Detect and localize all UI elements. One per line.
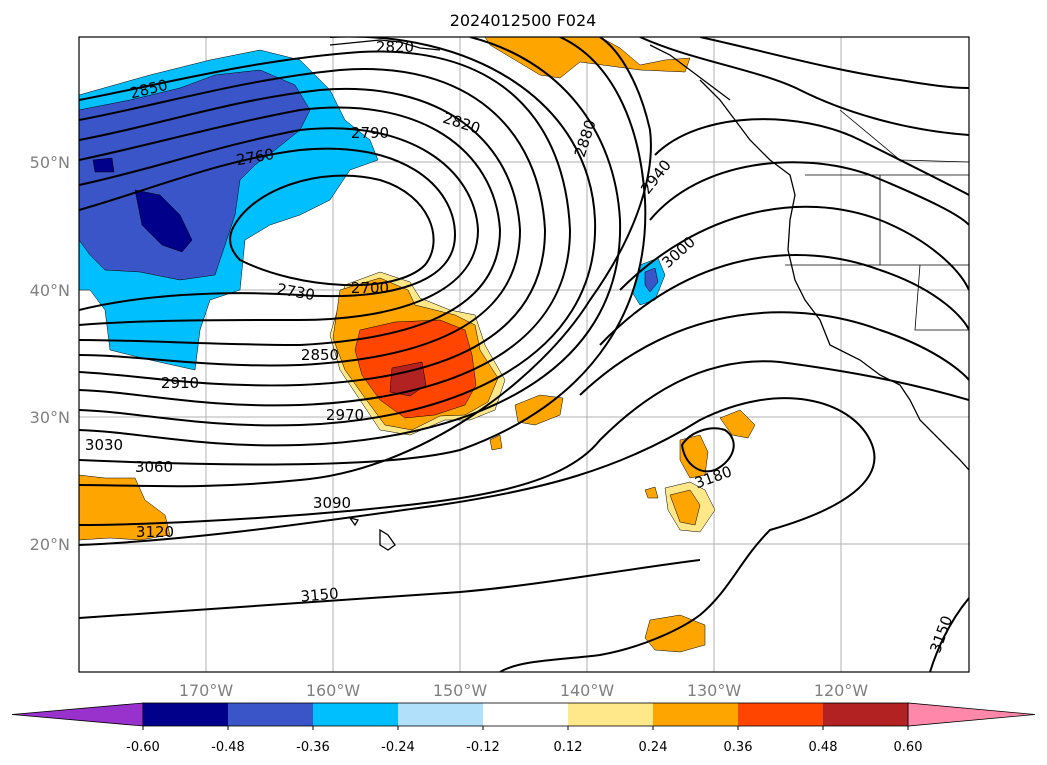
colorbar-segment: [398, 703, 483, 726]
colorbar-extend-min: [11, 702, 144, 727]
contour-label: 3150: [300, 584, 340, 605]
lon-label: 170°W: [179, 681, 234, 700]
colorbar-segment: [568, 703, 653, 726]
colorbar-tick-label: 0.60: [894, 740, 923, 755]
lat-label: 30°N: [30, 408, 70, 427]
lon-label: 130°W: [687, 681, 742, 700]
contour-label: 3120: [136, 523, 174, 541]
colorbar-segment: [313, 703, 398, 726]
colorbar-tick-label: 0.48: [809, 740, 838, 755]
colorbar-tick-label: -0.36: [296, 740, 330, 755]
positive-anomaly-shading: [79, 37, 756, 653]
colorbar-tick-label: 0.36: [724, 740, 753, 755]
lon-label: 160°W: [306, 681, 361, 700]
longitude-labels: 170°W 160°W 150°W 140°W 130°W 120°W: [179, 681, 869, 700]
colorbar-segment: [738, 703, 823, 726]
coastlines: [329, 39, 969, 551]
lat-label: 40°N: [30, 281, 70, 300]
colorbar-tick-label: -0.24: [381, 740, 415, 755]
contour-label: 2850: [301, 346, 339, 364]
contour-label: 2970: [326, 406, 364, 424]
latitude-labels: 50°N 40°N 30°N 20°N: [30, 153, 70, 554]
contour-label: 3090: [313, 494, 351, 512]
colorbar-segment: [823, 703, 908, 726]
contour-label: 2820: [376, 38, 414, 56]
colorbar-extend-max: [907, 702, 1036, 727]
colorbar-tick-label: 0.24: [639, 740, 668, 755]
contour-label: 3030: [85, 436, 123, 454]
colorbar: -0.60 -0.48 -0.36 -0.24 -0.12 0.12 0.24 0.36 0.4…: [11, 702, 1036, 755]
lat-label: 20°N: [30, 535, 70, 554]
colorbar-frame: [142, 702, 909, 727]
colorbar-tick-label: 0.12: [554, 740, 583, 755]
lon-label: 120°W: [814, 681, 869, 700]
map-panel: 2820 2850 2790 2820 2880 2760 2940 3000 …: [79, 37, 969, 672]
colorbar-segment: [143, 703, 228, 726]
lat-label: 50°N: [30, 153, 70, 172]
height-contours: [79, 37, 969, 672]
colorbar-segment: [228, 703, 313, 726]
colorbar-tick-label: -0.60: [126, 740, 160, 755]
contour-label: 3060: [135, 458, 173, 476]
contour-labels: 2820 2850 2790 2820 2880 2760 2940 3000 …: [85, 38, 956, 655]
contour-label: 2910: [161, 374, 199, 392]
colorbar-tick-label: -0.48: [211, 740, 245, 755]
lon-label: 140°W: [560, 681, 615, 700]
map-title: 2024012500 F024: [450, 11, 597, 30]
lon-label: 150°W: [433, 681, 488, 700]
contour-label: 2700: [351, 279, 389, 297]
colorbar-segment: [483, 703, 568, 726]
contour-label: 2790: [351, 124, 389, 142]
colorbar-segment: [653, 703, 738, 726]
map-frame: [78, 36, 970, 673]
colorbar-tick-label: -0.12: [466, 740, 500, 755]
